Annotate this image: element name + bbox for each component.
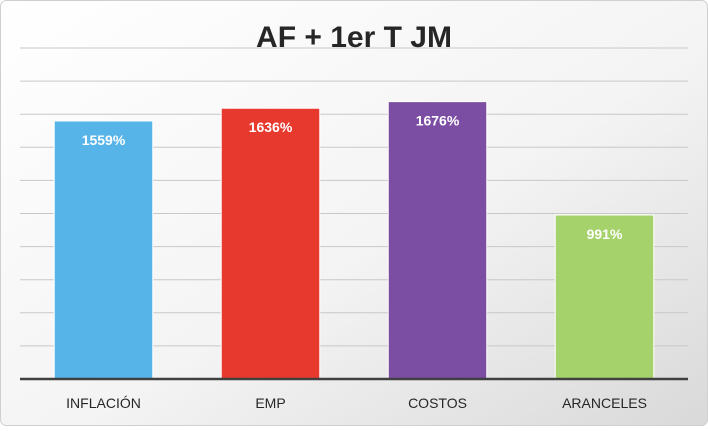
bar-inflacion (53, 120, 154, 380)
data-label: 1559% (82, 132, 126, 148)
x-tick-label: COSTOS (408, 395, 467, 411)
x-tick-label: ARANCELES (562, 395, 647, 411)
data-label: 991% (587, 226, 623, 242)
data-label: 1636% (249, 119, 293, 135)
chart-title: AF + 1er T JM (256, 21, 452, 54)
data-labels: 1559% 1636% 1676% 991% (82, 113, 623, 242)
x-tick-label: INFLACIÓN (66, 395, 141, 411)
data-label: 1676% (416, 113, 460, 129)
bar-costos (387, 101, 488, 380)
x-axis-tick-labels: INFLACIÓN EMP COSTOS ARANCELES (66, 395, 647, 411)
bar-emp (220, 107, 321, 380)
bars (53, 101, 655, 380)
x-tick-label: EMP (255, 395, 285, 411)
